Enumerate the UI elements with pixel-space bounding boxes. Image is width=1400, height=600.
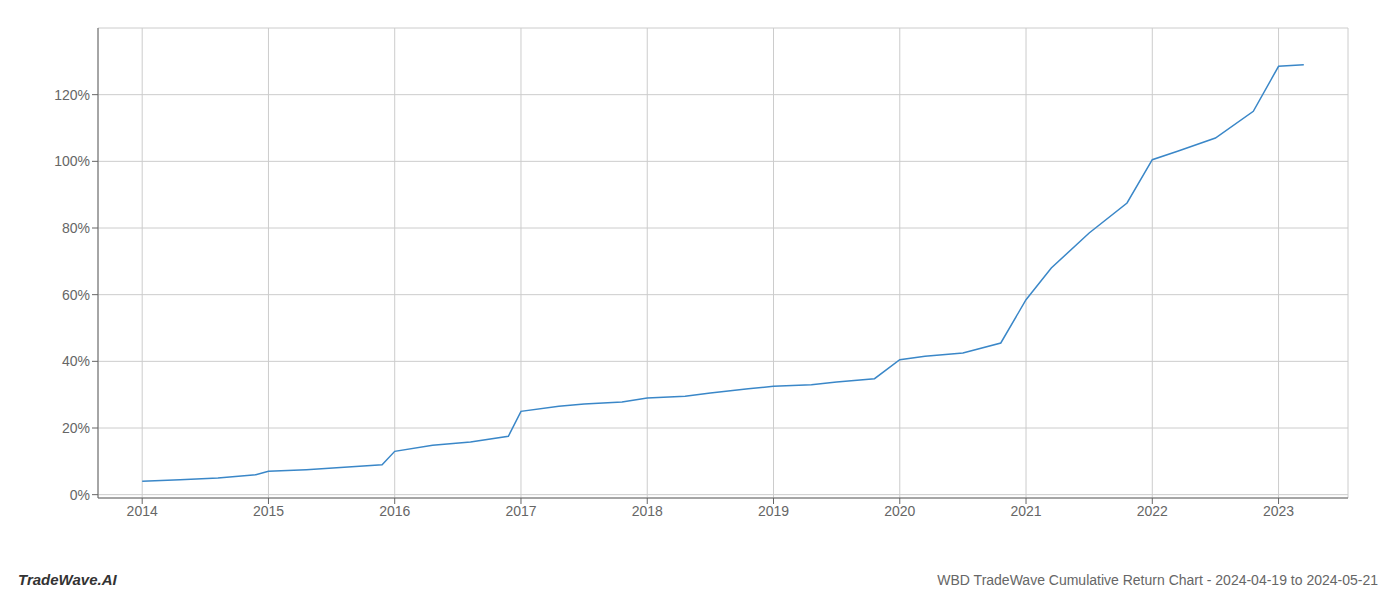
svg-text:20%: 20% xyxy=(62,420,90,436)
html-text:WBD TradeWave Cumulative Retur: WBD TradeWave Cumulative Return Chart - … xyxy=(937,572,1378,588)
svg-text:2023: 2023 xyxy=(1263,503,1294,519)
svg-text:2014: 2014 xyxy=(127,503,158,519)
svg-text:2020: 2020 xyxy=(884,503,915,519)
svg-text:60%: 60% xyxy=(62,287,90,303)
svg-text:2019: 2019 xyxy=(758,503,789,519)
svg-text:100%: 100% xyxy=(54,153,90,169)
svg-text:2015: 2015 xyxy=(253,503,284,519)
svg-text:2017: 2017 xyxy=(505,503,536,519)
svg-text:2022: 2022 xyxy=(1137,503,1168,519)
svg-text:120%: 120% xyxy=(54,87,90,103)
svg-text:80%: 80% xyxy=(62,220,90,236)
svg-text:2021: 2021 xyxy=(1010,503,1041,519)
svg-text:2018: 2018 xyxy=(632,503,663,519)
html-text:TradeWave.AI: TradeWave.AI xyxy=(18,571,117,588)
svg-text:0%: 0% xyxy=(70,487,90,503)
svg-text:40%: 40% xyxy=(62,353,90,369)
svg-text:2016: 2016 xyxy=(379,503,410,519)
